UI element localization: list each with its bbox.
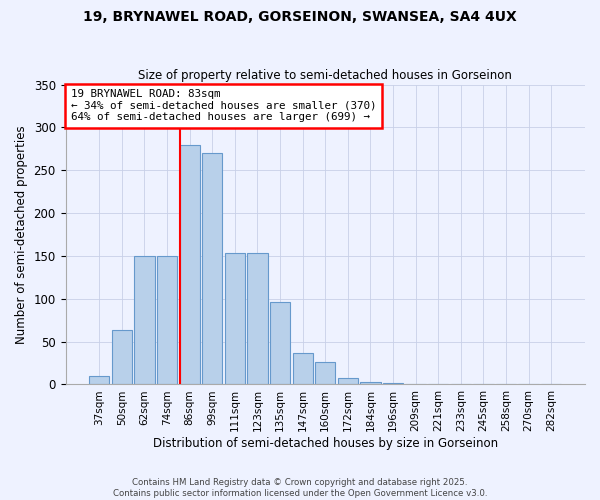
Title: Size of property relative to semi-detached houses in Gorseinon: Size of property relative to semi-detach…	[139, 69, 512, 82]
Text: 19 BRYNAWEL ROAD: 83sqm
← 34% of semi-detached houses are smaller (370)
64% of s: 19 BRYNAWEL ROAD: 83sqm ← 34% of semi-de…	[71, 89, 376, 122]
Bar	[89, 376, 109, 384]
Bar	[247, 254, 268, 384]
Bar	[270, 302, 290, 384]
Y-axis label: Number of semi-detached properties: Number of semi-detached properties	[15, 125, 28, 344]
Bar	[179, 144, 200, 384]
Bar	[338, 378, 358, 384]
Text: Contains HM Land Registry data © Crown copyright and database right 2025.
Contai: Contains HM Land Registry data © Crown c…	[113, 478, 487, 498]
Bar	[315, 362, 335, 384]
Bar	[134, 256, 155, 384]
Bar	[157, 256, 177, 384]
Bar	[293, 353, 313, 384]
Bar	[225, 254, 245, 384]
Bar	[360, 382, 380, 384]
Bar	[112, 330, 132, 384]
Bar	[202, 153, 223, 384]
Text: 19, BRYNAWEL ROAD, GORSEINON, SWANSEA, SA4 4UX: 19, BRYNAWEL ROAD, GORSEINON, SWANSEA, S…	[83, 10, 517, 24]
X-axis label: Distribution of semi-detached houses by size in Gorseinon: Distribution of semi-detached houses by …	[153, 437, 498, 450]
Bar	[383, 382, 403, 384]
